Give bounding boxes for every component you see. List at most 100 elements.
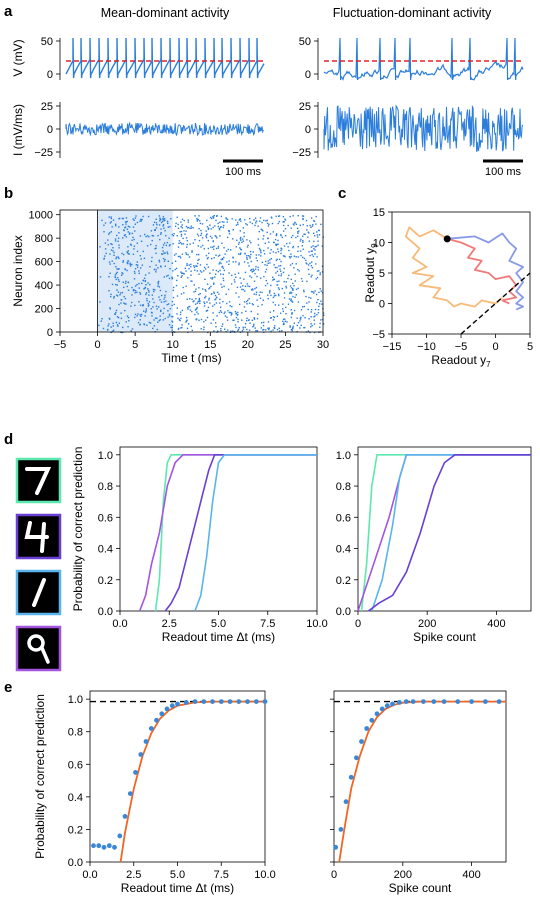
spike-dot [162,220,164,223]
spike-dot [114,274,117,276]
spike-dot [319,322,321,325]
digit-1-thumbnail [15,569,62,616]
spike-dot [316,314,318,316]
spike-dot [314,290,316,292]
spike-dot [177,317,179,319]
spike-dot [101,219,103,222]
x-tick-label: −5 [455,341,468,353]
spike-dot [169,226,171,228]
spike-dot [218,263,220,265]
spike-dot [236,239,238,241]
spike-dot [113,295,115,298]
spike-dot [163,260,166,262]
spike-dot [167,316,169,318]
spike-dot [268,223,270,226]
spike-dot [155,271,157,273]
spike-dot [246,319,248,322]
spike-dot [262,329,264,331]
spike-dot [166,241,169,244]
spike-dot [303,291,305,293]
spike-dot [165,300,167,302]
spike-dot [136,221,139,224]
readout-trajectories [404,226,531,335]
spike-dot [186,319,188,321]
data-point [333,844,339,850]
spike-dot [172,235,175,237]
probability-curve [371,454,531,612]
spike-dot [107,239,109,241]
spike-dot [180,230,183,233]
spike-dot [123,286,125,289]
spike-dot [316,234,319,236]
spike-dot [140,313,143,316]
spike-dot [220,273,222,275]
spike-dot [305,259,307,262]
spike-dot [290,291,292,293]
spike-dot [213,330,215,332]
spike-dot [273,327,275,329]
spike-dot [196,253,198,256]
spike-dot [297,256,299,258]
y-tick-label: 1.0 [98,450,113,462]
spike-dot [127,231,129,233]
i-tick-neg25: −25 [34,147,53,159]
spike-dot [273,241,275,244]
spike-dot [123,253,125,256]
spike-dot [267,298,269,300]
spike-dot [285,306,287,309]
spike-dot [213,215,215,217]
spike-dot [193,265,195,267]
spike-dot [195,308,197,310]
probability-curve [357,454,531,612]
spike-dot [257,313,259,315]
spike-dot [278,294,280,297]
spike-dot [269,259,271,261]
spike-dot [176,313,178,315]
spike-dot [308,273,310,275]
spike-dot [197,313,199,315]
spike-dot [216,237,218,239]
spike-dot [134,316,136,319]
spike-dot [148,294,150,296]
spike-dot [214,235,216,237]
data-point [236,699,242,704]
spike-dot [132,226,135,228]
data-point [183,700,189,705]
digit-4-thumbnail [15,513,62,560]
spike-dot [130,305,132,307]
spike-dot [235,292,237,294]
spike-dot [255,286,258,289]
spike-dot [250,242,252,244]
data-point [338,827,344,832]
spike-dot [147,282,149,284]
spike-dot [223,224,225,227]
spike-dot [150,243,152,246]
spike-dot [230,330,232,332]
data-point [455,699,461,704]
spike-dot [290,316,293,319]
y-tick-label: 1000 [29,210,53,222]
data-point [403,699,409,704]
spike-dot [291,292,293,294]
spike-dot [252,304,254,306]
spike-dot [207,306,210,309]
spike-dot [108,233,110,235]
spike-dot [160,265,162,267]
spike-dot [280,252,282,255]
spike-dot [222,273,224,276]
spike-dot [235,276,237,278]
spike-dot [275,259,278,262]
spike-dot [136,250,139,253]
spike-dot [198,239,201,242]
spike-dot [121,291,124,294]
spike-dot [113,297,115,299]
spike-dot [226,261,228,263]
spike-dot [262,230,264,232]
spike-dot [165,290,167,293]
spike-dot [290,298,292,300]
spike-dot [203,270,205,272]
spike-dot [234,324,237,326]
spike-dot [196,217,198,220]
spike-dot [155,245,157,247]
x-tick-label: 30 [317,339,329,351]
